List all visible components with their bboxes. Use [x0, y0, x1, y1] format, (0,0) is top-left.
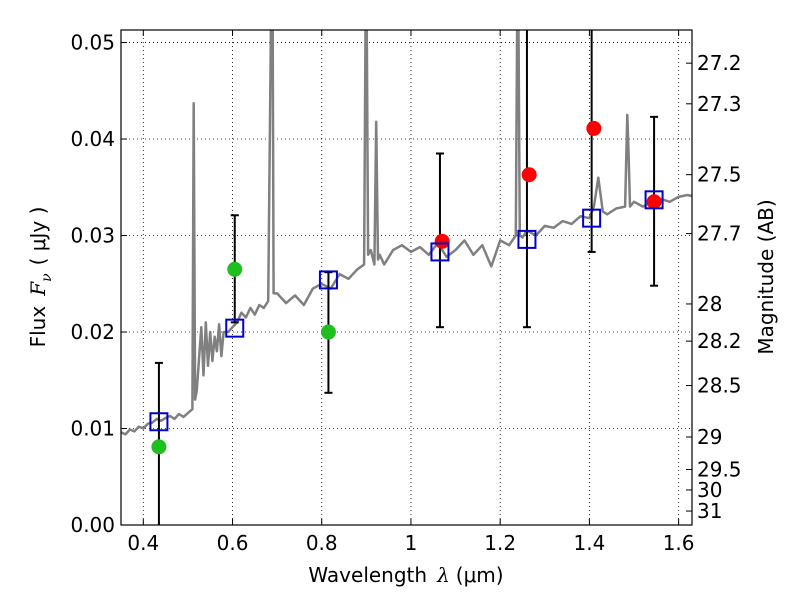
y2-axis-title: Magnitude (AB) — [754, 199, 778, 354]
y2-tick-label: 28.5 — [697, 374, 742, 398]
observed-green-point — [151, 439, 167, 455]
y-tick-label: 0.05 — [70, 31, 115, 55]
x-axis-title: Wavelength λ (μm) — [308, 563, 503, 587]
observed-red-point — [646, 194, 662, 210]
plot-frame — [120, 29, 693, 526]
y2-tick-label: 28.2 — [697, 329, 742, 353]
model-photometry-square — [149, 412, 169, 432]
x-tick-label: 0.6 — [217, 531, 249, 555]
x-tick-label: 1.2 — [484, 531, 516, 555]
observed-red-point — [434, 233, 450, 249]
y2-tick-label: 30 — [697, 478, 722, 502]
y2-tick-label: 29.5 — [697, 457, 742, 481]
y2-tick-label: 27.3 — [697, 92, 742, 116]
model-photometry-square — [430, 242, 450, 262]
y-tick-label: 0.00 — [70, 513, 115, 537]
model-photometry-square — [225, 318, 245, 338]
y2-tick-label: 27.5 — [697, 163, 742, 187]
ticks: 0.4 0.6 0.8 1 1.2 1.4 1.6 0.00 0.01 0.02 0.03 0.04 0… — [70, 30, 742, 555]
y2-tick-label: 28 — [697, 292, 722, 316]
clipped-data — [121, 30, 692, 525]
y2-tick-label: 29 — [697, 425, 722, 449]
y2-tick-label: 31 — [697, 499, 722, 523]
x-tick-label: 0.4 — [127, 531, 159, 555]
y2-tick-label: 27.7 — [697, 222, 742, 246]
x-tick-label: 1.4 — [573, 531, 605, 555]
observed-green-point — [227, 261, 243, 277]
x-tick-label: 1.6 — [663, 531, 695, 555]
x-tick-label: 0.8 — [306, 531, 338, 555]
x-tick-label: 1 — [405, 531, 418, 555]
spectrum-line — [121, 30, 692, 436]
y-tick-label: 0.03 — [70, 224, 115, 248]
y-tick-label: 0.02 — [70, 320, 115, 344]
observed-red-point — [586, 120, 602, 136]
data-layer — [121, 30, 692, 525]
grid-lines — [121, 30, 692, 525]
y-axis-title: FluxFν( μJy ) — [26, 207, 55, 348]
model-photometry-square — [517, 229, 537, 249]
y-tick-label: 0.04 — [70, 127, 115, 151]
observed-red-point — [521, 167, 537, 183]
model-photometry-square — [582, 208, 602, 228]
y2-tick-label: 27.2 — [697, 51, 742, 75]
model-photometry-square — [644, 190, 664, 210]
observed-green-point — [320, 324, 336, 340]
model-photometry-square — [318, 270, 338, 290]
y-tick-label: 0.01 — [70, 417, 115, 441]
